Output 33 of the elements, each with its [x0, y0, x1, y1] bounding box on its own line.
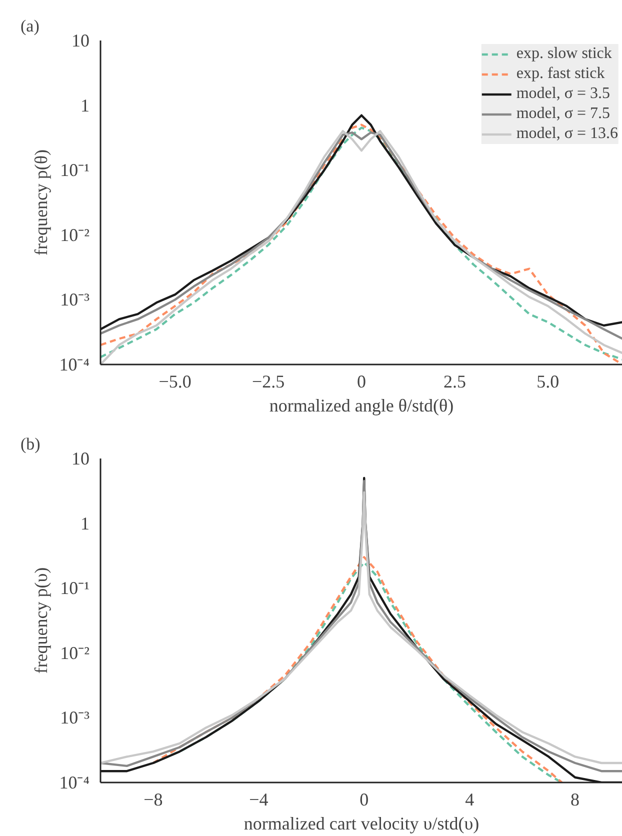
legend-label: exp. fast stick — [516, 65, 605, 83]
x-tick-label: 0 — [360, 790, 369, 810]
x-tick-label: 5.0 — [536, 372, 560, 392]
y-tick-label: 1 — [80, 95, 90, 116]
legend-label: model, σ = 7.5 — [516, 105, 610, 123]
x-tick-label: −8 — [144, 790, 163, 810]
y-tick-label: 10⁻¹ — [60, 160, 90, 180]
y-tick-label: 1 — [80, 513, 90, 534]
y-tick-label: 10⁻² — [60, 224, 90, 245]
legend-label: model, σ = 3.5 — [516, 85, 610, 103]
y-tick-label: 10⁻² — [60, 642, 90, 663]
y-tick-label: 10⁻³ — [60, 290, 90, 310]
y-tick-label: 10⁻¹ — [60, 578, 90, 598]
legend-label: exp. slow stick — [516, 45, 612, 63]
x-tick-label: 8 — [570, 790, 580, 810]
y-tick-label: 10⁻⁴ — [59, 354, 90, 374]
y-tick-label: 10⁻⁴ — [59, 772, 90, 792]
x-tick-label: 0 — [357, 372, 366, 392]
x-tick-label: −2.5 — [252, 372, 285, 392]
y-axis-title: frequency p(θ) — [31, 149, 52, 256]
y-axis-title: frequency p(υ) — [31, 567, 52, 674]
x-tick-label: 4 — [465, 790, 474, 810]
x-tick-label: −5.0 — [158, 372, 192, 392]
y-tick-label: 10 — [72, 30, 90, 50]
x-tick-label: −4 — [249, 790, 268, 810]
legend-label: model, σ = 13.6 — [516, 125, 618, 143]
y-tick-label: 10 — [72, 448, 90, 468]
chart-title: (b) — [20, 434, 40, 454]
chart-title: (a) — [20, 16, 40, 36]
y-tick-label: 10⁻³ — [60, 708, 90, 728]
x-tick-label: 2.5 — [443, 372, 466, 392]
x-axis-title: normalized angle θ/std(θ) — [269, 396, 454, 416]
x-axis-title: normalized cart velocity υ/std(υ) — [244, 814, 480, 834]
